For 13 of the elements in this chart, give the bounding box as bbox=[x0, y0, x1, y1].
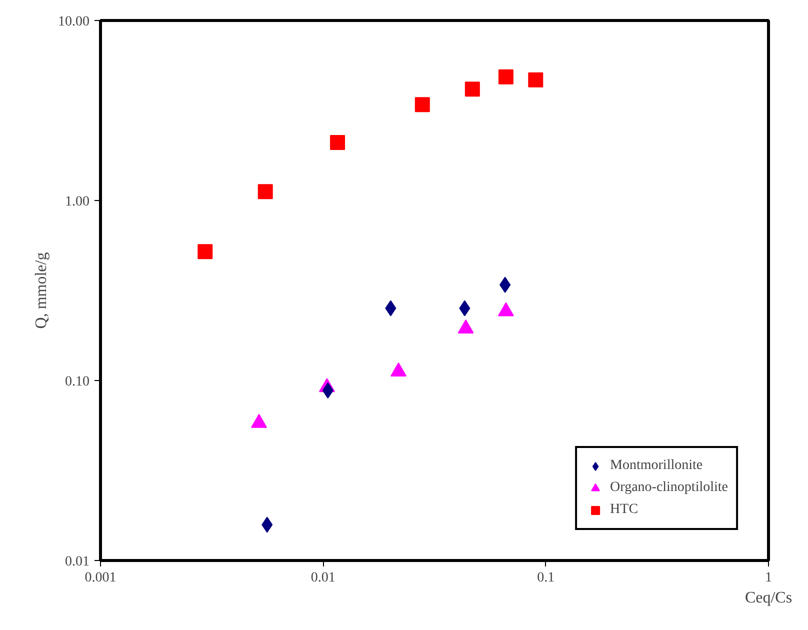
y-tick-label: 1.00 bbox=[65, 194, 90, 210]
legend-label: HTC bbox=[610, 502, 638, 518]
x-axis-title: Ceq/Cs bbox=[744, 590, 792, 606]
x-tick-label: 0.001 bbox=[84, 570, 116, 586]
y-tick-label: 0.10 bbox=[65, 374, 90, 390]
x-tick-label: 0.01 bbox=[310, 570, 336, 586]
x-tick-label: 1 bbox=[765, 570, 772, 586]
legend-label: Montmorillonite bbox=[610, 458, 703, 474]
x-tick-label: 0.1 bbox=[537, 570, 555, 586]
legend-label: Organo-clinoptilolite bbox=[610, 480, 728, 496]
y-tick-label: 10.00 bbox=[58, 14, 90, 30]
y-axis-title: Q, mmole/g bbox=[33, 252, 50, 329]
y-tick-label: 0.01 bbox=[65, 554, 90, 570]
